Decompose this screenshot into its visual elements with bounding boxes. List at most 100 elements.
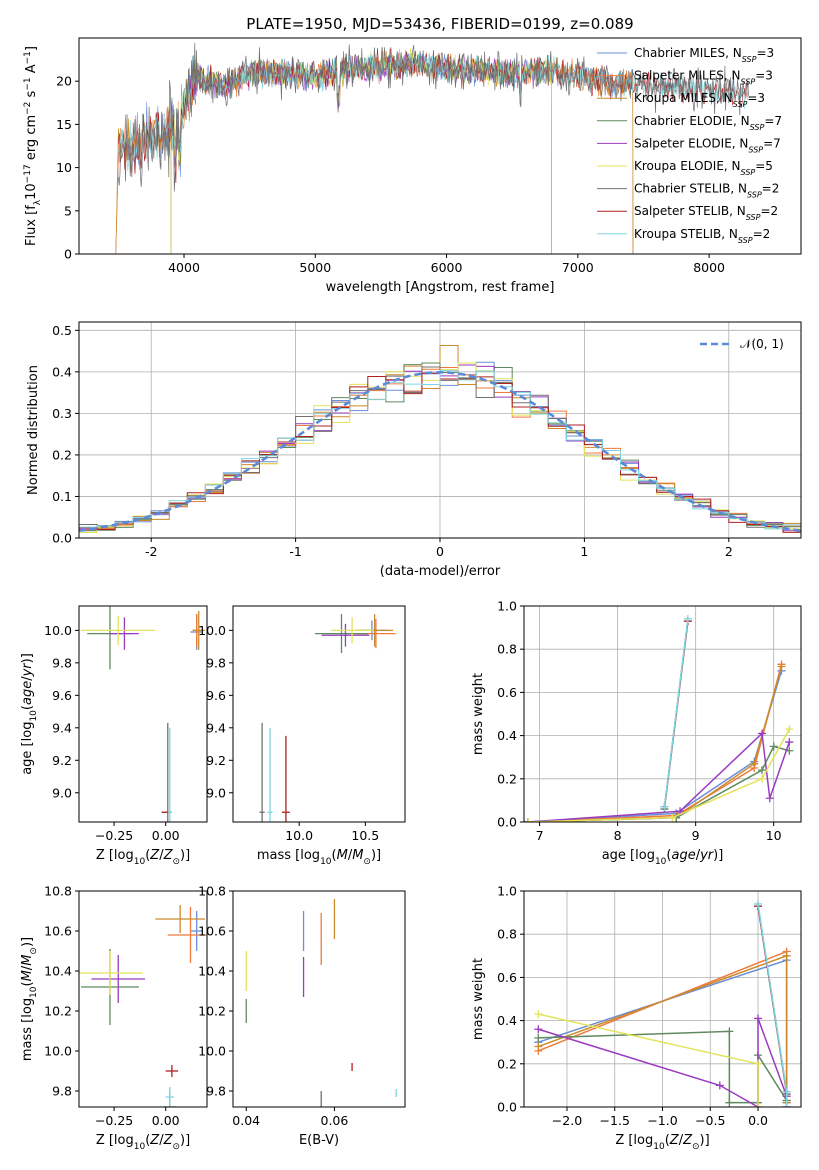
x-tick-label: −2.0 <box>552 1113 582 1128</box>
y-tick-label: 9.2 <box>206 753 226 768</box>
x-tick-label: −0.25 <box>95 828 133 843</box>
errorbars <box>259 614 396 822</box>
errorbar-panel-age_vs_mass: 10.0 10.5 9.0 9.2 9.4 9.6 9.8 10.0 mass [log10(M… <box>198 605 406 867</box>
y-tick-label: 10.8 <box>198 884 226 899</box>
y-tick-label: 9.8 <box>52 1084 72 1099</box>
figure-title: PLATE=1950, MJD=53436, FIBERID=0199, z=0… <box>246 15 633 33</box>
y-tick-label: 9.8 <box>206 1084 226 1099</box>
y-tick-label: 0.0 <box>497 815 517 830</box>
weight-series-5 <box>527 728 790 822</box>
y-tick-label: 1.0 <box>497 599 517 614</box>
y-tick-label: 0.2 <box>497 1056 517 1071</box>
weight-marker <box>534 1033 543 1042</box>
weight-marker <box>785 725 794 734</box>
y-axis-label: age [log10(age/yr)] <box>20 653 39 775</box>
weight-marker <box>782 951 791 960</box>
axes-frame <box>523 890 802 1108</box>
y-tick-label: 5 <box>64 203 72 218</box>
axes-frame <box>78 890 208 1108</box>
y-tick-label: 0.2 <box>497 771 517 786</box>
axes-frame <box>232 890 406 1108</box>
x-tick-label: 5000 <box>299 260 331 275</box>
x-axis-label: wavelength [Angstrom, rest frame] <box>326 280 555 295</box>
y-tick-label: 0.4 <box>497 728 517 743</box>
axes-frame <box>232 605 406 823</box>
y-tick-label: 0.6 <box>497 685 517 700</box>
errorbar-panel-age_vs_Z: −0.25 0.00 9.0 9.2 9.4 9.6 9.8 10.0 Z [log10(Z/Z… <box>20 605 208 867</box>
x-tick-label: -2 <box>145 544 157 559</box>
x-tick-label: 7 <box>536 828 544 843</box>
y-axis-label: mass weight <box>471 673 486 755</box>
weight-marker <box>725 1027 734 1036</box>
y-tick-label: 0 <box>64 247 72 262</box>
weight-marker <box>782 1103 791 1107</box>
x-tick-label: -1 <box>289 544 301 559</box>
legend-label-3: Chabrier ELODIE, NSSP=7 <box>634 114 782 132</box>
y-tick-label: 0.4 <box>497 1013 517 1028</box>
y-tick-label: 0.4 <box>52 364 72 379</box>
legend-label-4: Salpeter ELODIE, NSSP=7 <box>634 136 781 154</box>
legend-label-1: Salpeter MILES, NSSP=3 <box>634 69 773 87</box>
y-tick-label: 0.6 <box>497 970 517 985</box>
y-tick-label: 10.6 <box>44 924 72 939</box>
y-tick-label: 9.0 <box>52 785 72 800</box>
errorbars <box>81 606 205 822</box>
weight-marker <box>765 794 774 803</box>
x-tick-label: 10 <box>766 828 782 843</box>
x-tick-label: 4000 <box>168 260 200 275</box>
x-axis-label: Z [log10(Z/Z⊙)] <box>96 1133 190 1152</box>
y-tick-label: 9.8 <box>206 655 226 670</box>
weight-marker <box>782 1087 791 1096</box>
weight-marker <box>524 818 532 822</box>
x-tick-label: 0.00 <box>152 1113 180 1128</box>
normal-curve <box>79 370 801 533</box>
weight-marker <box>660 802 669 811</box>
x-axis-label: Z [log10(Z/Z⊙)] <box>96 848 190 867</box>
weight-panel-massweight_vs_age: 7 8 9 10 0.0 0.2 0.4 0.6 0.8 1.0 age [log10(age/yr… <box>471 599 802 867</box>
y-tick-label: 10.0 <box>198 623 226 638</box>
weight-series-4 <box>527 731 791 822</box>
legend-label-8: Kroupa STELIB, NSSP=2 <box>634 227 770 245</box>
x-tick-label: 9 <box>692 828 700 843</box>
x-tick-label: 10.5 <box>351 828 379 843</box>
x-tick-label: 0.06 <box>321 1113 349 1128</box>
weight-marker <box>769 742 778 751</box>
x-tick-label: 0.0 <box>748 1113 768 1128</box>
y-tick-label: 0.8 <box>497 642 517 657</box>
y-tick-label: 0.2 <box>52 447 72 462</box>
legend-label-7: Salpeter STELIB, NSSP=2 <box>634 204 778 222</box>
histograms <box>79 344 801 538</box>
weight-panel-massweight_vs_Z: −2.0 −1.5 −1.0 −0.5 0.0 0.0 0.2 0.4 0.6 0.8 1.0 Z [… <box>471 884 802 1152</box>
x-tick-label: 2 <box>725 544 733 559</box>
weight-marker <box>725 1098 734 1107</box>
y-axis-label: mass weight <box>471 958 486 1040</box>
weight-lines <box>534 899 791 1107</box>
errorbars <box>245 899 397 1107</box>
spectrum-lines <box>115 42 749 254</box>
y-tick-label: 10.0 <box>44 1044 72 1059</box>
y-tick-label: 10.0 <box>198 1044 226 1059</box>
y-tick-label: 10.4 <box>198 964 226 979</box>
weight-series-1 <box>527 664 783 822</box>
y-tick-label: 9.4 <box>206 720 226 735</box>
x-tick-label: 10.0 <box>285 828 313 843</box>
weight-marker <box>683 614 692 623</box>
y-tick-label: 9.6 <box>52 688 72 703</box>
y-tick-label: 10.0 <box>44 623 72 638</box>
x-tick-label: 8 <box>614 828 622 843</box>
y-tick-label: 9.0 <box>206 785 226 800</box>
errorbar-panel-mass_vs_ebv: 0.04 0.06 9.8 10.0 10.2 10.4 10.6 10.8 E(B-V) <box>198 884 406 1148</box>
weight-marker <box>668 813 677 822</box>
x-tick-label: −0.5 <box>695 1113 725 1128</box>
axes-frame <box>78 321 802 539</box>
x-axis-label: age [log10(age/yr)] <box>602 848 724 867</box>
residual-panel: -2 -1 0 1 2 0.0 0.1 0.2 0.3 0.4 0.5 𝒩(0, 1) (data-mo… <box>26 321 802 579</box>
weight-marker <box>534 1042 543 1051</box>
weight-marker <box>534 1010 543 1019</box>
weight-marker <box>534 1025 543 1034</box>
weight-series-8 <box>663 618 689 807</box>
y-tick-label: 9.6 <box>206 688 226 703</box>
x-tick-label: −1.5 <box>600 1113 630 1128</box>
y-axis-label: mass [log10(M/M⊙)] <box>20 937 39 1061</box>
weight-lines <box>524 614 794 822</box>
